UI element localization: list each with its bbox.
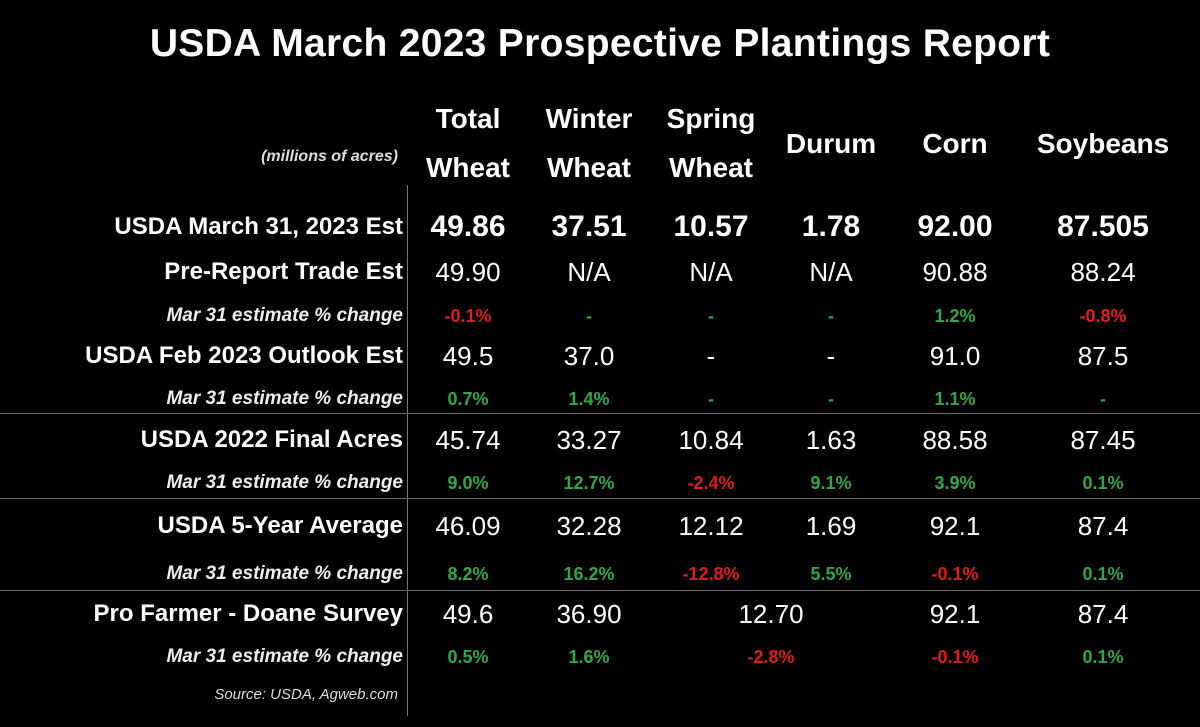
pct-change-cell: -0.1% xyxy=(444,306,492,326)
pct-change-cell: 16.2% xyxy=(563,564,615,584)
row-separator xyxy=(0,413,1200,414)
units-label: (millions of acres) xyxy=(261,148,398,165)
column-header-text: Spring xyxy=(666,103,756,134)
pct-change-cell: 1.2% xyxy=(934,306,976,326)
pct-change-label: Mar 31 estimate % change xyxy=(166,305,403,326)
column-header-text: Winter xyxy=(545,103,633,134)
pct-change-cell: - xyxy=(1100,389,1106,409)
column-header-text: Total xyxy=(435,103,501,134)
pct-change-cell: - xyxy=(708,389,714,409)
value-cell: 37.51 xyxy=(551,210,627,243)
column-header-text: Wheat xyxy=(669,152,753,183)
column-header: Durum xyxy=(766,98,896,188)
value-cell: 91.0 xyxy=(929,341,981,371)
value-cell: - xyxy=(826,341,836,371)
value-cell: 1.69 xyxy=(805,511,857,541)
value-cell: 90.88 xyxy=(922,257,988,287)
column-divider xyxy=(407,185,408,716)
pct-change-cell: 0.1% xyxy=(1082,564,1124,584)
column-header-text: Corn xyxy=(922,127,988,159)
pct-change-cell: - xyxy=(708,306,714,326)
value-cell: 1.63 xyxy=(805,425,857,455)
value-cell: - xyxy=(706,341,716,371)
pct-change-label: Mar 31 estimate % change xyxy=(166,563,403,584)
pct-change-cell: 0.7% xyxy=(447,389,489,409)
row-label: USDA 2022 Final Acres xyxy=(140,426,403,453)
pct-change-cell: -0.1% xyxy=(931,564,979,584)
value-cell: N/A xyxy=(689,257,733,287)
pct-change-cell: -0.1% xyxy=(931,647,979,667)
column-header-text: Durum xyxy=(785,127,877,159)
value-cell: 87.505 xyxy=(1057,210,1149,243)
pct-change-cell: 9.1% xyxy=(810,473,852,493)
value-cell: 10.57 xyxy=(673,210,749,243)
value-cell: 87.5 xyxy=(1077,341,1129,371)
column-header: Soybeans xyxy=(1036,98,1170,188)
value-cell: 92.1 xyxy=(929,599,981,629)
pct-change-cell: -0.8% xyxy=(1079,306,1127,326)
value-cell: 45.74 xyxy=(435,425,501,455)
value-cell: 46.09 xyxy=(435,511,501,541)
value-cell: 36.90 xyxy=(556,599,622,629)
source-note: Source: USDA, Agweb.com xyxy=(214,686,398,703)
pct-change-cell: 9.0% xyxy=(447,473,489,493)
value-cell: 37.0 xyxy=(563,341,615,371)
pct-change-cell: - xyxy=(828,389,834,409)
value-cell: 49.5 xyxy=(442,341,494,371)
value-cell: N/A xyxy=(809,257,853,287)
pct-change-label: Mar 31 estimate % change xyxy=(166,388,403,409)
pct-change-cell: -2.8% xyxy=(747,647,795,667)
pct-change-label: Mar 31 estimate % change xyxy=(166,646,403,667)
value-cell: 88.24 xyxy=(1070,257,1136,287)
value-cell: 49.86 xyxy=(430,210,506,243)
pct-change-cell: -2.4% xyxy=(687,473,735,493)
value-cell: 10.84 xyxy=(678,425,744,455)
row-label: Pre-Report Trade Est xyxy=(164,258,403,285)
row-label: USDA 5-Year Average xyxy=(157,512,403,539)
value-cell: 92.1 xyxy=(929,511,981,541)
value-cell: 92.00 xyxy=(917,210,993,243)
pct-change-cell: - xyxy=(828,306,834,326)
column-header: Corn xyxy=(890,98,1020,188)
column-header: Spring Wheat xyxy=(646,98,776,188)
pct-change-cell: 5.5% xyxy=(810,564,852,584)
value-cell: 88.58 xyxy=(922,425,988,455)
pct-change-cell: 1.1% xyxy=(934,389,976,409)
pct-change-cell: -12.8% xyxy=(682,564,740,584)
column-header-text: Wheat xyxy=(547,152,631,183)
value-cell: 12.70 xyxy=(738,599,804,629)
pct-change-cell: 8.2% xyxy=(447,564,489,584)
pct-change-cell: - xyxy=(586,306,592,326)
pct-change-label: Mar 31 estimate % change xyxy=(166,472,403,493)
value-cell: 49.90 xyxy=(435,257,501,287)
value-cell: 32.28 xyxy=(556,511,622,541)
page-title: USDA March 2023 Prospective Plantings Re… xyxy=(149,22,1051,65)
column-header-text: Wheat xyxy=(426,152,510,183)
pct-change-cell: 0.5% xyxy=(447,647,489,667)
value-cell: 87.45 xyxy=(1070,425,1136,455)
value-cell: N/A xyxy=(567,257,611,287)
pct-change-cell: 0.1% xyxy=(1082,473,1124,493)
row-label: Pro Farmer - Doane Survey xyxy=(93,600,403,627)
row-separator xyxy=(0,590,1200,591)
value-cell: 33.27 xyxy=(556,425,622,455)
row-separator xyxy=(0,498,1200,499)
value-cell: 49.6 xyxy=(442,599,494,629)
value-cell: 87.4 xyxy=(1077,511,1129,541)
pct-change-cell: 1.4% xyxy=(568,389,610,409)
pct-change-cell: 12.7% xyxy=(563,473,615,493)
column-header: Winter Wheat xyxy=(524,98,654,188)
pct-change-cell: 0.1% xyxy=(1082,647,1124,667)
value-cell: 87.4 xyxy=(1077,599,1129,629)
pct-change-cell: 3.9% xyxy=(934,473,976,493)
row-label: USDA Feb 2023 Outlook Est xyxy=(85,342,403,369)
column-header-text: Soybeans xyxy=(1036,127,1170,159)
pct-change-cell: 1.6% xyxy=(568,647,610,667)
column-header: Total Wheat xyxy=(403,98,533,188)
value-cell: 1.78 xyxy=(801,210,861,243)
row-label: USDA March 31, 2023 Est xyxy=(114,213,403,240)
value-cell: 12.12 xyxy=(678,511,744,541)
